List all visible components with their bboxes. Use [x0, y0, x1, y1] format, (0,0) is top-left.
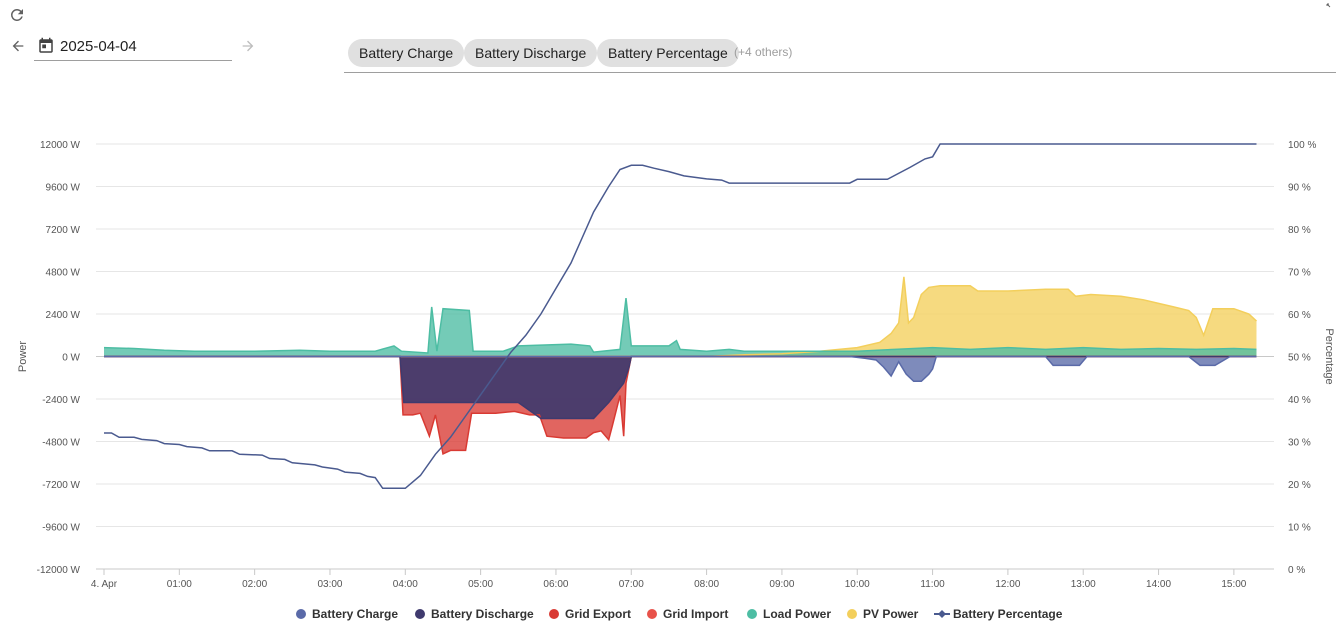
- y-right-tick-label: 50 %: [1288, 353, 1311, 364]
- y-left-tick-label: 4800 W: [46, 268, 81, 279]
- x-tick-label: 02:00: [242, 579, 267, 590]
- x-tick-label: 4. Apr: [91, 579, 118, 590]
- grid-export-area: [104, 356, 1257, 454]
- battery-discharge-area: [104, 356, 1257, 419]
- legend-marker-grid-export: [549, 609, 559, 619]
- y-right-tick-label: 60 %: [1288, 310, 1311, 321]
- legend-marker-battery-charge: [296, 609, 306, 619]
- date-value: 2025-04-04: [60, 37, 137, 55]
- legend-label-battery-charge: Battery Charge: [312, 607, 398, 621]
- legend-marker-grid-import: [647, 609, 657, 619]
- x-tick-label: 14:00: [1146, 579, 1171, 590]
- legend-label-grid-export: Grid Export: [565, 607, 631, 621]
- x-tick-label: 05:00: [468, 579, 493, 590]
- arrow-left-icon[interactable]: [8, 36, 28, 56]
- x-tick-label: 03:00: [317, 579, 342, 590]
- y-left-tick-label: 9600 W: [46, 183, 81, 194]
- x-tick-label: 10:00: [845, 579, 870, 590]
- series-lines: [103, 143, 1258, 490]
- y-left-tick-label: 2400 W: [46, 310, 81, 321]
- legend-label-battery-percentage: Battery Percentage: [953, 607, 1063, 621]
- y-right-tick-label: 10 %: [1288, 523, 1311, 534]
- legend-label-pv-power: PV Power: [863, 607, 919, 621]
- y-right-tick-label: 80 %: [1288, 225, 1311, 236]
- expand-icon[interactable]: [1326, 0, 1336, 14]
- calendar-icon[interactable]: [36, 36, 56, 56]
- y-left-tick-label: 0 W: [62, 353, 80, 364]
- series-areas: [104, 276, 1257, 454]
- x-tick-label: 08:00: [694, 579, 719, 590]
- chip-battery-percentage[interactable]: Battery Percentage: [597, 39, 739, 67]
- y-right-tick-label: 90 %: [1288, 183, 1311, 194]
- arrow-right-icon[interactable]: [238, 36, 258, 56]
- battery-discharge-line: [104, 355, 1257, 420]
- legend-diamond-battery-percentage: [938, 610, 946, 618]
- y-right-tick-label: 0 %: [1288, 565, 1305, 576]
- legend-label-grid-import: Grid Import: [663, 607, 728, 621]
- y-right-axis-title: Percentage: [1323, 328, 1335, 384]
- x-tick-label: 04:00: [393, 579, 418, 590]
- legend-label-battery-discharge: Battery Discharge: [431, 607, 534, 621]
- legend-label-load-power: Load Power: [763, 607, 831, 621]
- x-tick-label: 07:00: [619, 579, 644, 590]
- chip-battery-charge[interactable]: Battery Charge: [348, 39, 465, 67]
- legend: Battery Charge Battery Discharge Grid Expo…: [296, 607, 1063, 621]
- y-right-tick-label: 100 %: [1288, 140, 1316, 151]
- y-left-tick-label: 12000 W: [40, 140, 81, 151]
- x-tick-label: 06:00: [543, 579, 568, 590]
- y-left-tick-label: 7200 W: [46, 225, 81, 236]
- y-left-axis-title: Power: [17, 341, 29, 373]
- x-tick-label: 09:00: [769, 579, 794, 590]
- pv-power-area: [104, 276, 1257, 357]
- x-tick-label: 11:00: [920, 579, 945, 590]
- axes: 12000 W 9600 W 7200 W 4800 W 2400 W 0 W -2400 …: [17, 140, 1335, 590]
- pv-power-line: [104, 276, 1258, 358]
- legend-marker-battery-discharge: [415, 609, 425, 619]
- load-power-area: [104, 298, 1257, 357]
- chips-others-count: (+4 others): [734, 45, 793, 59]
- legend-marker-pv-power: [847, 609, 857, 619]
- x-tick-label: 01:00: [167, 579, 192, 590]
- y-right-tick-label: 40 %: [1288, 395, 1311, 406]
- grid-export-line: [104, 355, 1257, 455]
- refresh-icon[interactable]: [6, 4, 28, 26]
- y-right-tick-label: 30 %: [1288, 438, 1311, 449]
- y-left-tick-label: -2400 W: [42, 395, 80, 406]
- series-selector[interactable]: Battery Charge Battery Discharge Battery…: [344, 38, 1336, 73]
- x-tick-label: 13:00: [1071, 579, 1096, 590]
- battery-charge-line: [104, 355, 1257, 383]
- legend-marker-load-power: [747, 609, 757, 619]
- x-tick-label: 12:00: [995, 579, 1020, 590]
- battery-percentage-line: [104, 143, 1257, 490]
- chip-battery-discharge[interactable]: Battery Discharge: [464, 39, 598, 67]
- y-left-tick-label: -7200 W: [42, 480, 80, 491]
- y-left-tick-label: -4800 W: [42, 438, 80, 449]
- x-tick-label: 15:00: [1221, 579, 1246, 590]
- load-power-line: [103, 298, 1257, 354]
- power-chart: 12000 W 9600 W 7200 W 4800 W 2400 W 0 W -2400 …: [17, 140, 1335, 621]
- y-right-tick-label: 70 %: [1288, 268, 1311, 279]
- y-left-tick-label: -9600 W: [42, 523, 80, 534]
- date-picker[interactable]: 2025-04-04: [34, 32, 232, 61]
- y-left-tick-label: -12000 W: [37, 565, 81, 576]
- y-right-tick-label: 20 %: [1288, 480, 1311, 491]
